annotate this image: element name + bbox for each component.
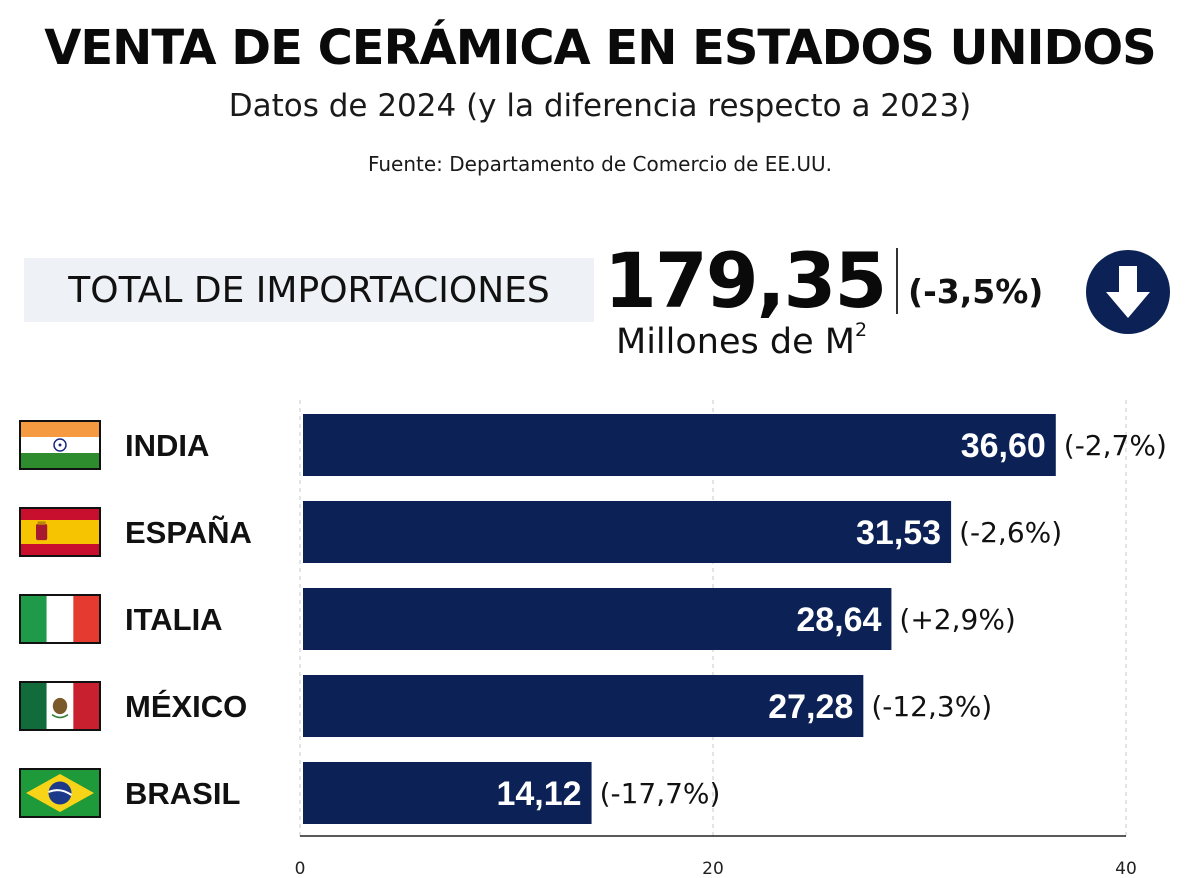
bar-value-label: 36,60 xyxy=(961,427,1046,465)
total-imports-label-text: TOTAL DE IMPORTACIONES xyxy=(68,269,550,311)
chart-subtitle: Datos de 2024 (y la diferencia respecto … xyxy=(228,88,972,124)
bar xyxy=(303,675,864,737)
bar-change-label: (-2,7%) xyxy=(1064,429,1167,462)
total-imports-label: TOTAL DE IMPORTACIONES xyxy=(24,258,594,322)
category-label: ESPAÑA xyxy=(125,515,252,550)
total-divider xyxy=(896,248,898,314)
category-label: INDIA xyxy=(125,428,209,463)
x-tick-label: 20 xyxy=(702,859,724,878)
category-label: BRASIL xyxy=(125,776,240,811)
bar xyxy=(303,588,892,650)
total-imports-unit: Millones de M2 xyxy=(616,319,868,362)
india-flag-icon xyxy=(19,420,101,470)
total-imports-value: 179,35 xyxy=(604,236,887,325)
bar-change-label: (-2,6%) xyxy=(959,516,1062,549)
bar-change-label: (-12,3%) xyxy=(871,690,992,723)
italy-flag-icon xyxy=(19,594,101,644)
x-tick-label: 40 xyxy=(1115,859,1137,878)
mexico-flag-icon xyxy=(19,681,101,731)
brazil-flag-icon xyxy=(19,768,101,818)
bar-value-label: 14,12 xyxy=(496,775,581,813)
bar-value-label: 27,28 xyxy=(768,688,853,726)
category-label: MÉXICO xyxy=(125,689,247,724)
bar xyxy=(303,501,952,563)
bar-change-label: (+2,9%) xyxy=(899,603,1015,636)
unit-text: Millones de M xyxy=(616,322,855,362)
unit-exponent: 2 xyxy=(854,319,868,342)
bar-chart: INDIA 36,60 (-2,7%) ESPAÑA 31,53 (-2,6%) ITALI… xyxy=(19,400,1167,878)
bar xyxy=(303,414,1056,476)
x-tick-label: 0 xyxy=(295,859,306,878)
total-imports-change: (-3,5%) xyxy=(908,272,1044,311)
bar-value-label: 31,53 xyxy=(856,514,941,552)
chart-title: VENTA DE CERÁMICA EN ESTADOS UNIDOS xyxy=(44,20,1157,76)
bar-value-label: 28,64 xyxy=(796,601,881,639)
category-label: ITALIA xyxy=(125,602,223,637)
source-note: Fuente: Departamento de Comercio de EE.U… xyxy=(367,152,833,176)
bar-change-label: (-17,7%) xyxy=(600,777,721,810)
arrow-down-circle-icon xyxy=(1086,250,1170,334)
bar xyxy=(303,762,592,824)
spain-flag-icon xyxy=(19,507,101,557)
